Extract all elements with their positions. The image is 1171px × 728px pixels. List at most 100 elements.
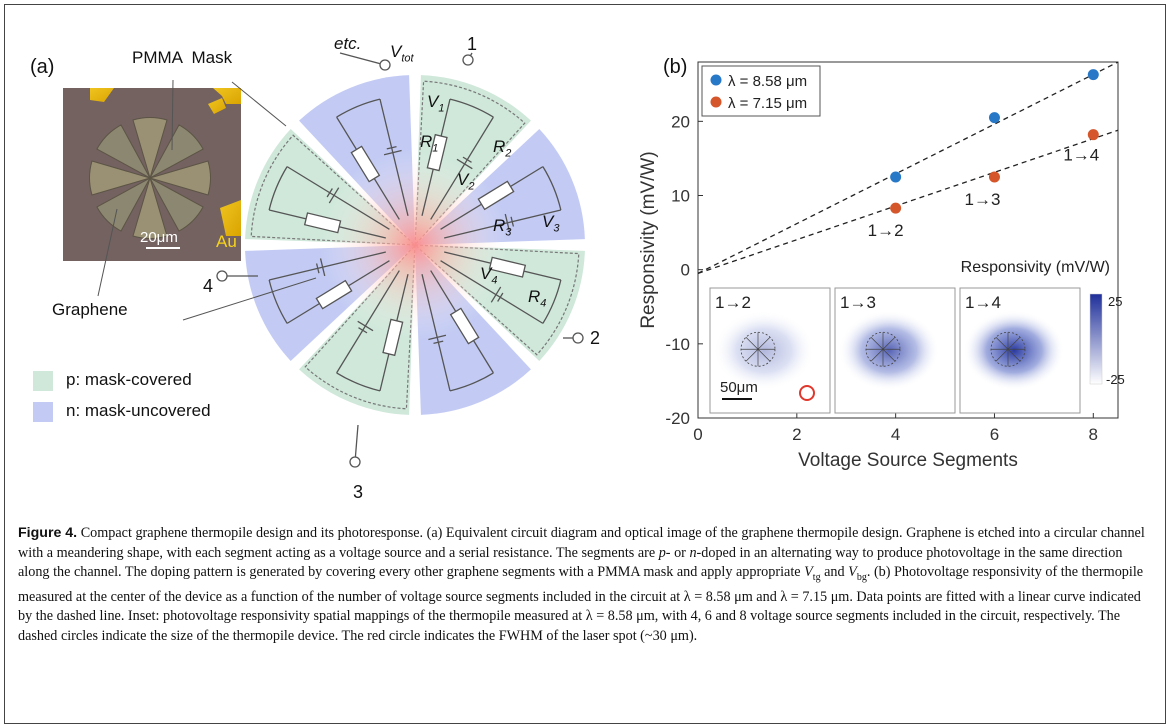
x-tick-label: 0 — [693, 425, 702, 444]
x-tick-label: 2 — [792, 425, 801, 444]
legend-swatch-n — [33, 402, 53, 422]
resistor-symbol — [449, 307, 480, 345]
terminal-4-label: 4 — [203, 276, 214, 296]
colorbar — [1089, 293, 1103, 385]
optical-micrograph — [63, 88, 241, 261]
x-tick-label: 4 — [891, 425, 900, 444]
terminal-node — [216, 270, 228, 282]
micrograph-petal — [148, 160, 211, 196]
resistor-symbol — [426, 133, 448, 172]
y-tick-label: -10 — [665, 335, 690, 354]
legend-entry: λ = 7.15 μm — [728, 95, 807, 112]
point-label: 1→2 — [868, 221, 904, 240]
battery-plate — [497, 292, 504, 302]
laser-spot-circle — [799, 385, 815, 401]
point-label: 1→4 — [1063, 146, 1099, 165]
circuit-wire — [449, 372, 494, 392]
inset-map-label: 1→3 — [840, 293, 876, 312]
r4-label: R4 — [528, 287, 547, 310]
responsivity-blob — [838, 310, 940, 391]
circuit-wire — [268, 166, 288, 211]
point-label: 1→3 — [965, 190, 1001, 209]
circuit-wire — [286, 166, 390, 230]
battery-plate — [319, 258, 326, 277]
v2-label: V2 — [457, 170, 475, 193]
x-tick-label: 8 — [1089, 425, 1098, 444]
terminal-node — [379, 59, 391, 71]
legend-marker — [710, 96, 722, 108]
fit-line — [698, 62, 1118, 274]
inset-title: Responsivity (mV/W) — [961, 259, 1110, 276]
data-point — [988, 171, 1000, 183]
micrograph-petal — [132, 176, 168, 239]
circuit-wire — [449, 98, 494, 118]
circuit-wire — [440, 260, 544, 324]
battery-plate — [383, 149, 402, 156]
legend-marker — [710, 74, 722, 86]
battery-plate — [428, 334, 447, 341]
r2-label: R2 — [493, 137, 512, 160]
circuit-wire — [336, 372, 381, 392]
terminal-1-label: 1 — [467, 34, 478, 54]
device-outline — [740, 331, 776, 367]
battery-plate — [504, 213, 511, 232]
laser-spot-glow — [320, 150, 510, 340]
battery-plate — [315, 263, 320, 274]
data-point — [1087, 69, 1099, 81]
battery-plate — [456, 158, 473, 170]
x-tick-label: 6 — [990, 425, 999, 444]
plot-area — [697, 61, 1119, 419]
resistor-symbol — [382, 318, 404, 357]
y-tick-label: 10 — [671, 187, 690, 206]
micrograph-petal — [132, 117, 168, 180]
terminal-3-label: 3 — [353, 482, 364, 502]
data-point — [890, 171, 902, 183]
circuit-wire — [421, 274, 451, 392]
micrograph-petal — [96, 124, 152, 180]
y-tick-label: 0 — [681, 261, 690, 280]
circuit-wire — [430, 116, 494, 220]
panel-b-label: (b) — [663, 56, 688, 78]
y-tick-label: 20 — [671, 112, 690, 131]
au-label: Au — [216, 232, 237, 251]
x-axis-label: Voltage Source Segments — [798, 450, 1018, 471]
data-point — [890, 202, 902, 214]
battery-plate — [462, 156, 472, 163]
figure-caption: Figure 4. Compact graphene thermopile de… — [18, 525, 1145, 644]
scale-bar-label: 20μm — [140, 229, 178, 246]
panel-a-label: (a) — [30, 56, 55, 78]
figure-frame — [4, 4, 1166, 724]
resistor-symbol — [315, 279, 353, 310]
r1-label: R1 — [420, 132, 439, 155]
micrograph-petal — [89, 160, 152, 196]
circuit-wire — [379, 98, 409, 216]
colorbar-min-label: -25 — [1106, 372, 1125, 387]
resistor-symbol — [488, 256, 527, 278]
y-axis-label: Responsivity (mV/W) — [638, 151, 659, 328]
inset-map-label: 1→2 — [715, 293, 751, 312]
r3-label: R3 — [493, 216, 512, 239]
battery-plate — [357, 320, 374, 332]
legend-entry: λ = 8.58 μm — [728, 73, 807, 90]
battery-plate — [326, 188, 333, 198]
circuit-wire — [542, 166, 562, 211]
circuit-wire — [336, 98, 381, 118]
responsivity-blob — [713, 310, 815, 391]
pmma-mask-outline — [414, 80, 526, 247]
micrograph-petal — [148, 176, 204, 232]
panel-a-diagram — [33, 52, 585, 468]
terminal-etc-label: etc. — [334, 34, 362, 53]
resistor-symbol — [303, 212, 342, 234]
pmma-mask-outline — [413, 244, 580, 356]
resistor-symbol — [477, 180, 515, 211]
v4-label: V4 — [480, 264, 498, 287]
micrograph-petal — [96, 176, 152, 232]
pmma-mask-outline — [250, 134, 417, 246]
graphene-label: Graphene — [52, 300, 128, 319]
battery-plate — [433, 340, 444, 345]
inset-map-label: 1→4 — [965, 293, 1001, 312]
responsivity-chart: 0 2 4 6 8 -20 -10 0 10 20 Voltage Source Segments R… — [638, 61, 1125, 471]
pmma-mask-label: PMMA Mask — [132, 48, 233, 67]
terminal-node — [462, 54, 474, 66]
circuit-wire — [444, 209, 562, 239]
